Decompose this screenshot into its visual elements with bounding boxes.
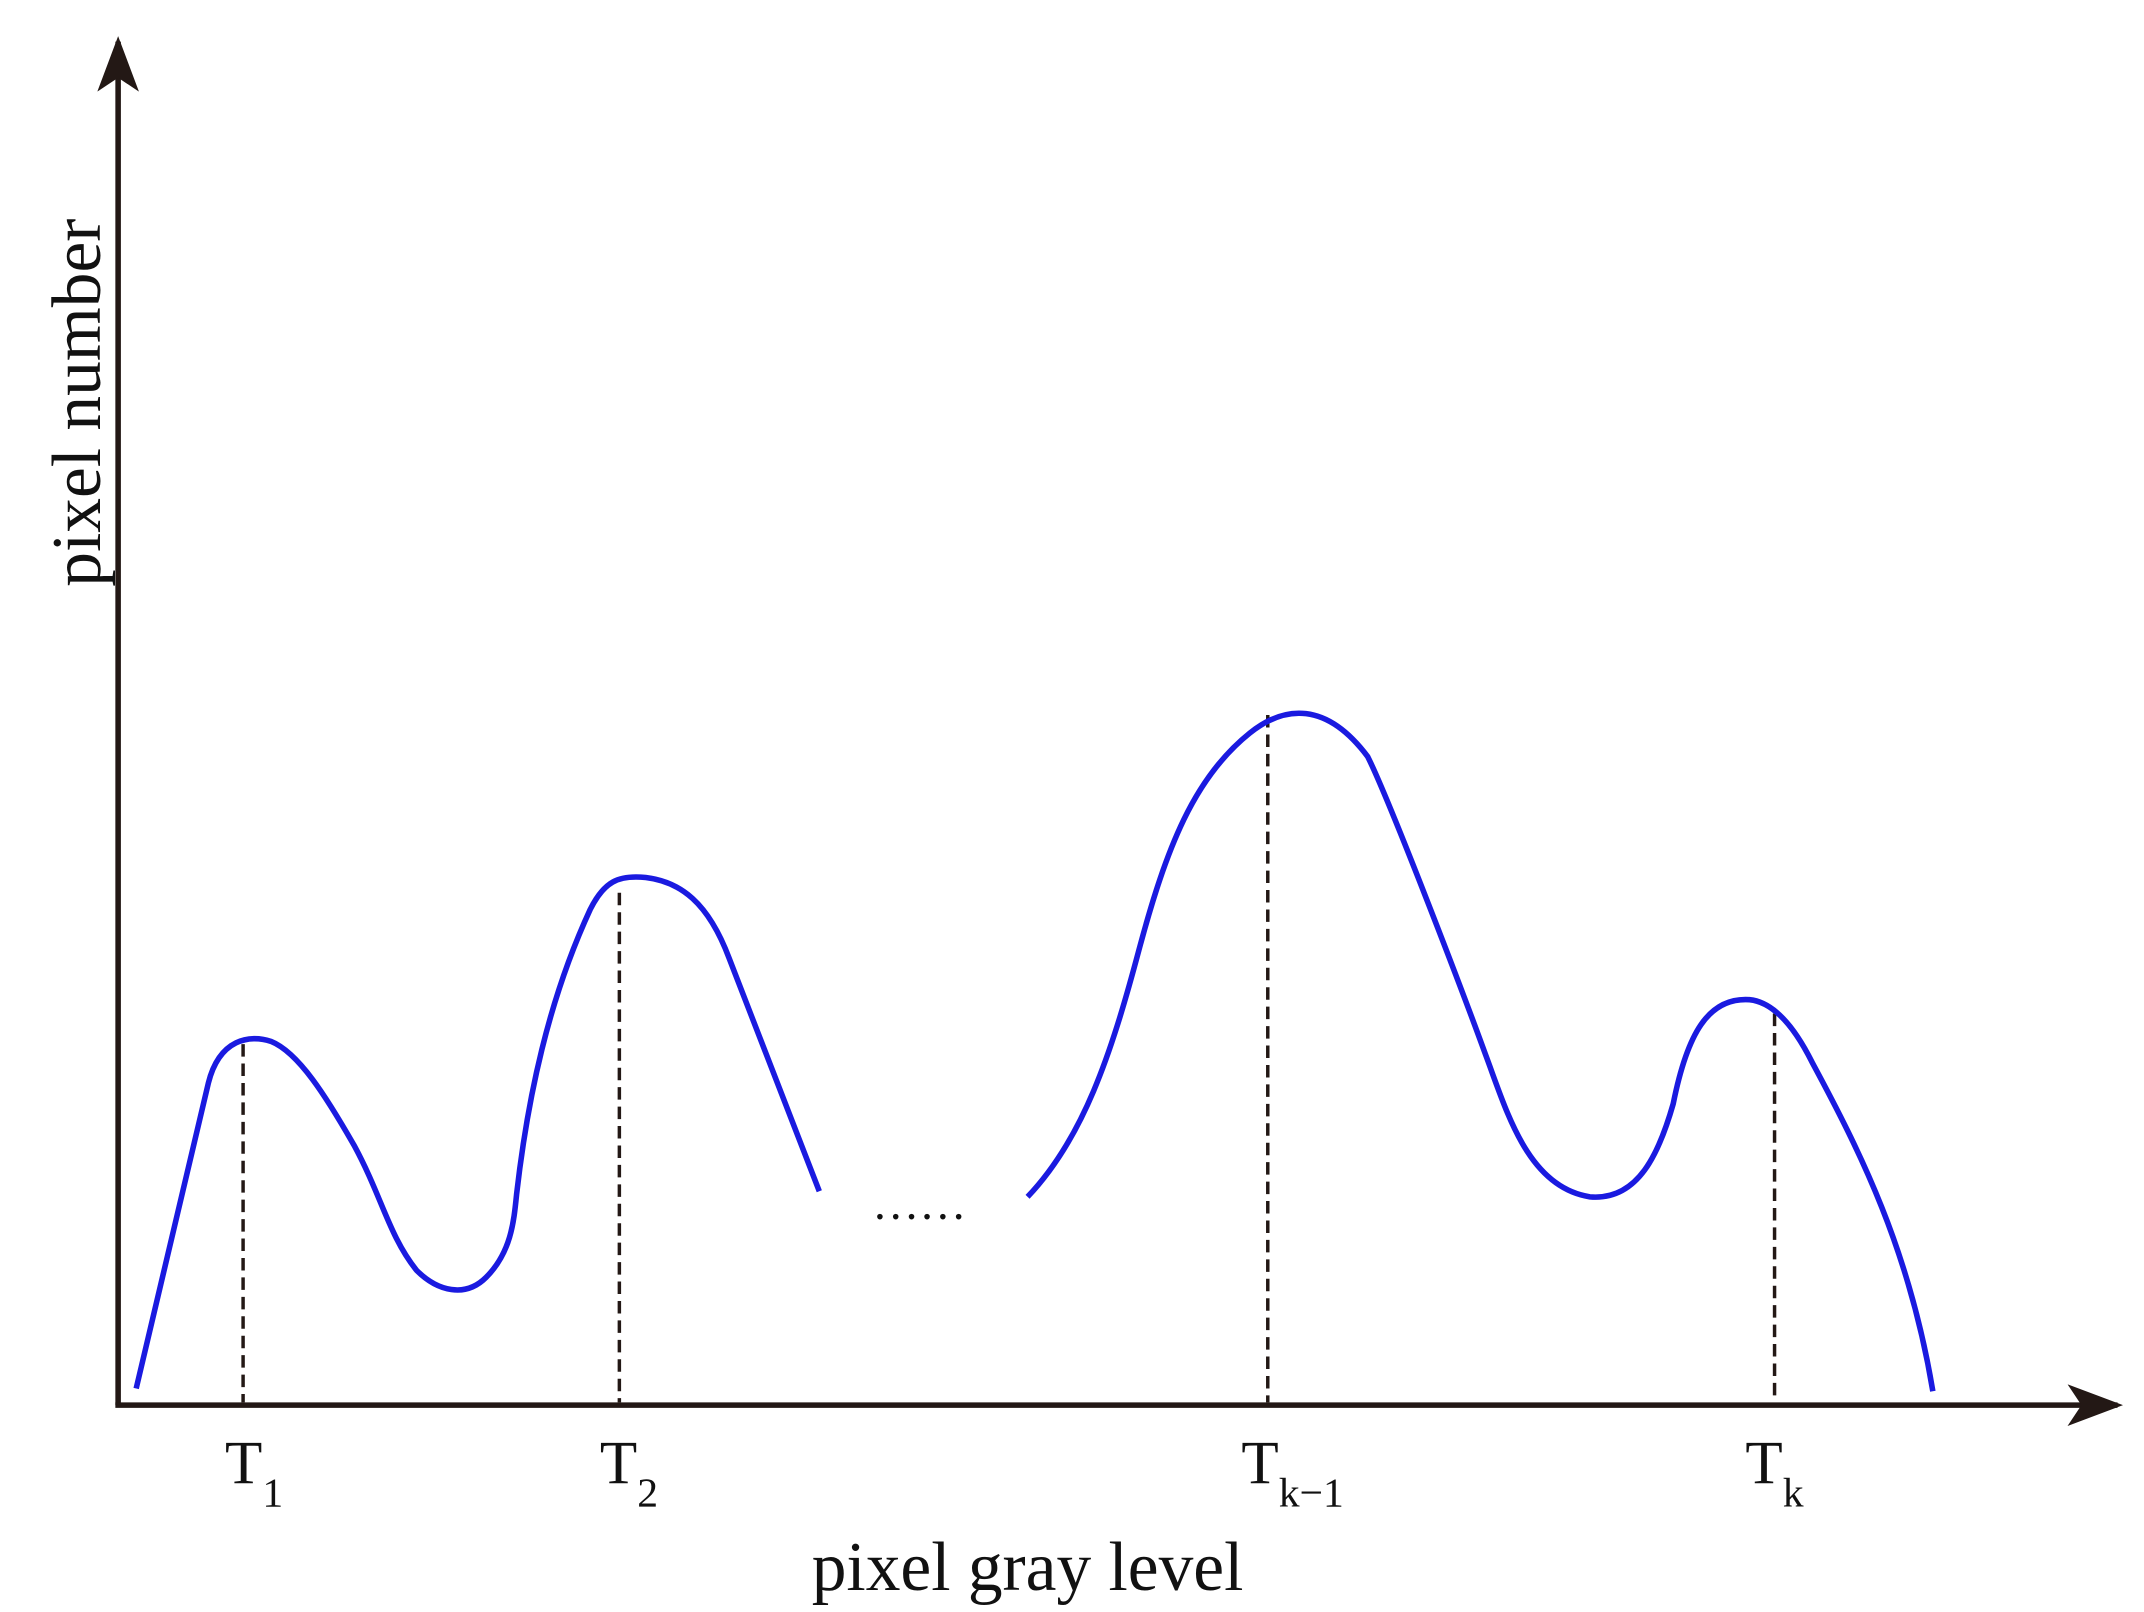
threshold-letter: T <box>1241 1430 1278 1497</box>
threshold-label: T1 <box>225 1430 283 1517</box>
threshold-label: T2 <box>600 1430 658 1517</box>
threshold-subscript: k <box>1783 1470 1804 1516</box>
ellipsis: …… <box>872 1178 966 1230</box>
x-axis-title: pixel gray level <box>812 1529 1244 1606</box>
threshold-letter: T <box>1745 1430 1782 1497</box>
threshold-subscript: 1 <box>262 1470 283 1516</box>
threshold-lines <box>241 715 1777 1403</box>
curve-left <box>133 874 822 1390</box>
curve-right <box>1025 710 1936 1392</box>
threshold-subscript: 2 <box>637 1470 658 1516</box>
threshold-label: Tk <box>1745 1430 1803 1517</box>
histogram-curve <box>133 710 1936 1392</box>
threshold-subscript: k−1 <box>1279 1470 1344 1516</box>
threshold-label: Tk−1 <box>1241 1430 1343 1517</box>
threshold-letter: T <box>225 1430 262 1497</box>
threshold-letter: T <box>600 1430 637 1497</box>
y-axis-title: pixel number <box>39 219 116 587</box>
